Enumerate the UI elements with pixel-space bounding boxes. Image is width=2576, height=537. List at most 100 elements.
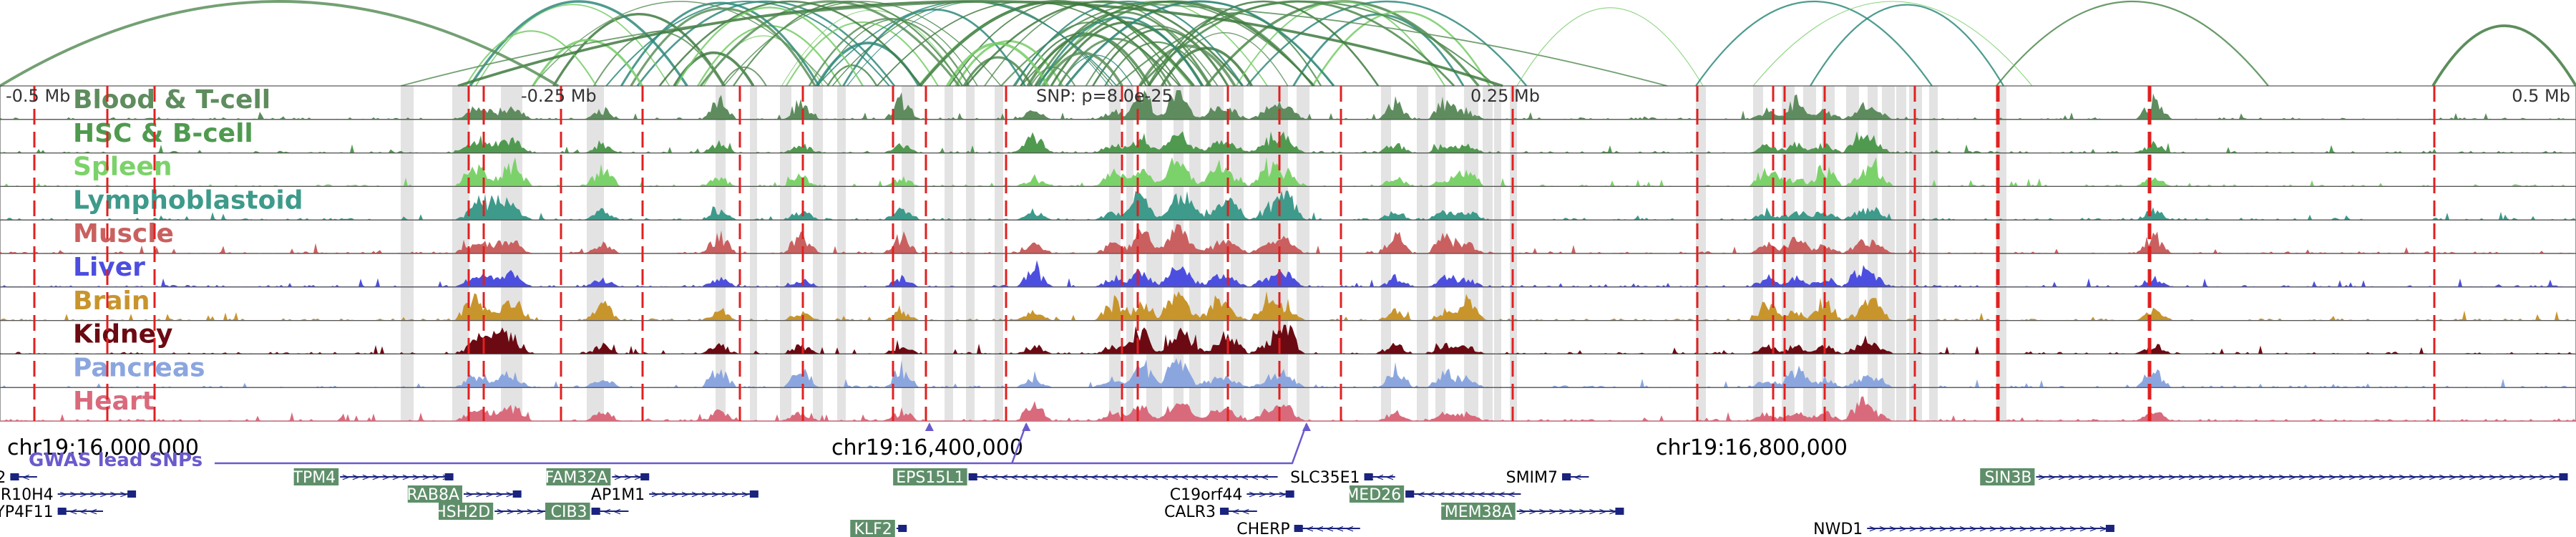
gwas-snp-marker[interactable] (1022, 422, 1031, 431)
strand-arrow: > (2238, 472, 2247, 483)
gene-label-box (546, 468, 611, 485)
interaction-arc (1085, 25, 1229, 87)
strand-arrow: > (2218, 472, 2227, 483)
signal-area (0, 324, 2576, 354)
strand-arrow: > (2098, 472, 2107, 483)
strand-arrow: > (2479, 472, 2487, 483)
interaction-arc (1810, 4, 2004, 87)
gene-c19orf44[interactable]: > > > >C19orf44 (1170, 486, 1294, 504)
coordinate-label: chr19:16,000,000 (7, 435, 199, 460)
gene-label-box (850, 520, 895, 537)
strand-arrow: < (1336, 523, 1345, 535)
gene-smim7[interactable]: <<SMIM7 (1506, 469, 1589, 487)
signal-area (0, 260, 2576, 287)
strand-arrow: < (1241, 506, 1250, 518)
gene-cherp[interactable]: <<<<<<CHERP (1236, 521, 1360, 537)
strand-arrow: > (411, 472, 420, 483)
strand-arrow: > (680, 489, 689, 500)
interaction-arc (699, 0, 960, 87)
gene-label: EPS15L1 (896, 469, 964, 487)
strand-arrow: > (2368, 472, 2377, 483)
interaction-arc (532, 39, 643, 87)
gene-hsh2d[interactable]: >>>>>>>>HSH2D (434, 503, 575, 521)
strand-arrow: > (2228, 472, 2237, 483)
gene-calr3[interactable]: <<<CALR3 (1164, 503, 1257, 521)
gene-rab8a[interactable]: > > > > >RAB8A (406, 485, 522, 504)
gene-fam32a[interactable]: > > >FAM32A (545, 468, 650, 487)
strand-arrow: > (1579, 506, 1587, 518)
gene-cyp4f11[interactable]: <<<<CYP4F11 (0, 503, 103, 521)
gwas-snp-marker[interactable] (1302, 422, 1311, 431)
gene-cib3[interactable]: <<<CIB3 (545, 503, 629, 521)
gwas-link (215, 423, 1308, 465)
strand-arrow: > (2058, 472, 2067, 483)
gwas-snp-marker[interactable] (924, 422, 934, 431)
scale-label: -0.5 Mb (6, 86, 70, 106)
track-label: Blood & T-cell (73, 85, 270, 115)
gene-exon (1294, 525, 1303, 532)
gene-nwd1[interactable]: > > > > > > > > > > > > > > > > > > > > > > > >NWD1 (1813, 521, 2114, 537)
strand-arrow: < (1507, 489, 1516, 500)
strand-arrow: > (2069, 523, 2077, 535)
gene-label: OR10H4 (0, 486, 54, 504)
interaction-arc (842, 9, 1026, 87)
strand-arrow: > (650, 489, 659, 500)
strand-arrow: > (2248, 472, 2257, 483)
strand-arrow: < (1010, 472, 1019, 483)
interaction-arc (475, 4, 670, 87)
gene-ap1m1[interactable]: > > > > > > > > > >AP1M1 (591, 486, 758, 504)
gene-label: TPM4 (293, 469, 336, 487)
strand-arrow: > (2019, 523, 2027, 535)
gene-slc35e1[interactable]: <<<SLC35E1 (1290, 469, 1395, 487)
strand-arrow: > (623, 472, 632, 483)
interaction-arc (1020, 32, 1147, 87)
interaction-arc (733, 1, 964, 87)
strand-arrow: > (371, 472, 380, 483)
track-label: Heart (73, 387, 155, 416)
gene-sin3b[interactable]: > > > > > > > > > > > > > > > > > > > > > > > > > > > > > > > > > > > > > > > >… (1980, 468, 2568, 487)
gene-label-box (407, 485, 462, 503)
strand-arrow: > (2419, 472, 2427, 483)
signal-area (0, 157, 2576, 187)
strand-arrow: > (2549, 472, 2557, 483)
gene-cyp4f2[interactable]: <<CYP4F2 (0, 469, 37, 487)
strand-arrow: > (505, 489, 514, 500)
gene-tpm4[interactable]: >>>>>>>>>>>TPM4 (293, 468, 454, 487)
strand-arrow: > (2009, 523, 2017, 535)
gene-med26[interactable]: <<<<<<<<<<<MED26 (1345, 485, 1521, 504)
strand-arrow: < (1060, 472, 1069, 483)
signal-area (0, 291, 2576, 321)
strand-arrow: < (1191, 472, 1199, 483)
gene-exon (57, 508, 67, 515)
strand-arrow: > (711, 489, 719, 500)
strand-arrow: > (691, 489, 699, 500)
strand-arrow: > (2318, 472, 2327, 483)
interaction-arc (0, 0, 560, 87)
coordinate-axis: chr19:16,000,000 chr19:16,400,000 chr19:16… (7, 435, 1848, 460)
interaction-arc (605, 1, 890, 87)
gene-exon (1562, 473, 1571, 480)
strand-arrow: > (1589, 506, 1597, 518)
interaction-arc (808, 17, 970, 87)
gene-tmem38a[interactable]: > > > > > > > > > >TMEM38A (1434, 503, 1624, 521)
snp-marker-lines (33, 86, 2436, 421)
gene-or10h4[interactable]: >>>>>>>OR10H4 (0, 486, 137, 504)
strand-arrow: > (475, 489, 484, 500)
gene-label: CYP4F11 (0, 503, 54, 521)
strand-arrow: > (2048, 472, 2057, 483)
strand-arrow: < (1346, 523, 1355, 535)
interaction-arc (1148, 0, 1380, 87)
strand-arrow: < (1030, 472, 1039, 483)
gene-exon (1285, 490, 1294, 498)
signal-area (0, 358, 2576, 388)
interaction-arc (1038, 16, 1203, 87)
strand-arrow: > (506, 506, 514, 518)
chromatin-interaction-arcs (0, 0, 2576, 87)
gene-eps15l1[interactable]: <<<<<<<<<<<<<<<<<<<<<<<<<<<<<<EPS15L1 (893, 468, 1278, 487)
strand-arrow: < (1211, 472, 1219, 483)
strand-arrow: > (1528, 506, 1537, 518)
strand-arrow: > (495, 489, 504, 500)
gene-klf2[interactable]: >KLF2 (850, 520, 907, 537)
gene-label: SMIM7 (1506, 469, 1558, 487)
